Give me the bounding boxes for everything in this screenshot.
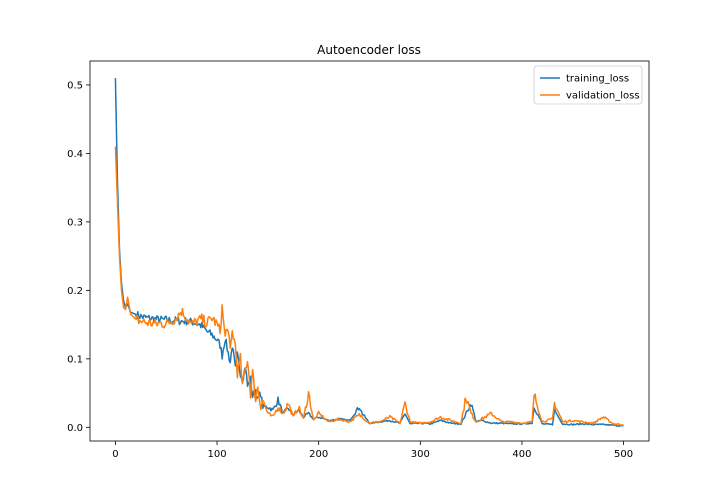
legend-label-validation_loss: validation_loss bbox=[566, 91, 640, 102]
x-tick-label: 100 bbox=[207, 449, 226, 460]
x-tick-label: 500 bbox=[614, 449, 633, 460]
y-tick-label: 0.4 bbox=[67, 149, 83, 160]
legend: training_loss validation_loss bbox=[533, 65, 643, 105]
y-tick-label: 0.1 bbox=[67, 354, 83, 365]
y-tick-label: 0.5 bbox=[67, 80, 83, 91]
axes-frame bbox=[89, 60, 650, 442]
plot-layer bbox=[114, 78, 624, 427]
chart-title: Autoencoder loss bbox=[317, 43, 421, 57]
x-tick-label: 400 bbox=[512, 449, 531, 460]
legend-label-training_loss: training_loss bbox=[566, 74, 629, 85]
legend-box bbox=[533, 65, 643, 105]
y-tick-label: 0.3 bbox=[67, 217, 83, 228]
y-tick-label: 0.2 bbox=[67, 286, 83, 297]
x-tick-label: 0 bbox=[112, 449, 118, 460]
y-tick-label: 0.0 bbox=[67, 423, 83, 434]
x-tick-label: 200 bbox=[309, 449, 328, 460]
x-tick-label: 300 bbox=[411, 449, 430, 460]
series-line-validation_loss bbox=[114, 146, 624, 427]
axes-layer: 0 100 200 300 400 500 0.0 0.1 0.2 0.3 0.4 0.5 bbox=[67, 60, 650, 460]
